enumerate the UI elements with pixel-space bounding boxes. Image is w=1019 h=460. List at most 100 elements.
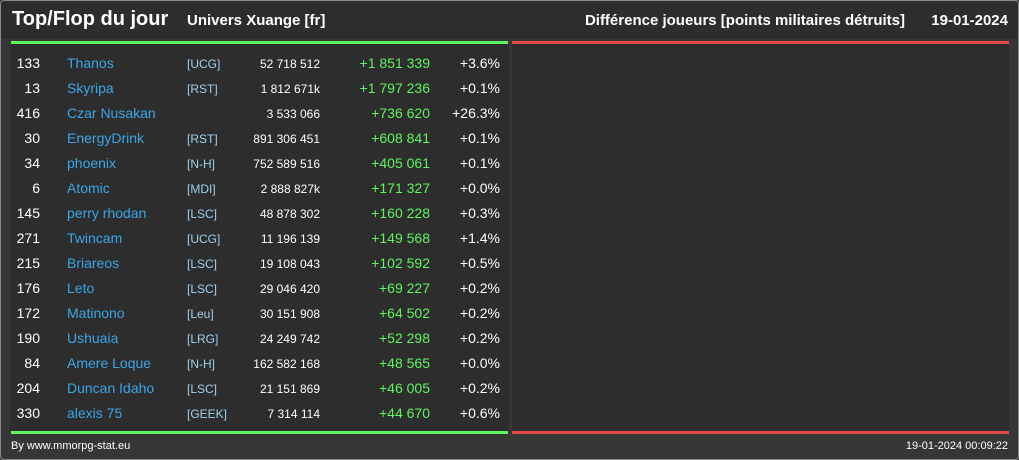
player-name-link[interactable]: Czar Nusakan [67,105,156,121]
player-row: 416 Czar Nusakan 3 533 066 +736 620 +26.… [10,102,509,127]
alliance-tag[interactable]: [N-H] [187,157,215,171]
player-total: 29 046 420 [259,282,320,296]
player-rank: 330 [16,405,40,421]
player-diff: +736 620 [371,105,430,121]
alliance-tag[interactable]: [MDI] [187,182,216,196]
player-name-link[interactable]: alexis 75 [67,405,123,421]
bottom-divider-red [512,431,1009,434]
player-name-link[interactable]: Atomic [67,180,110,196]
player-pct: +0.3% [459,205,500,221]
player-total: 752 589 516 [253,157,320,171]
player-row: 172 Matinono [Leu] 30 151 908 +64 502 +0… [10,302,509,327]
player-pct: +0.2% [459,330,500,346]
player-rank: 13 [24,80,40,96]
player-name-link[interactable]: Twincam [67,230,123,246]
player-total: 3 533 066 [266,107,320,121]
player-pct: +1.4% [459,230,500,246]
player-diff: +171 327 [371,180,430,196]
player-diff: +48 565 [379,355,430,371]
player-rank: 145 [16,205,40,221]
player-total: 30 151 908 [259,307,320,321]
player-total: 162 582 168 [253,357,320,371]
player-row: 13 Skyripa [RST] 1 812 671k +1 797 236 +… [10,77,509,102]
player-rank: 30 [24,130,40,146]
player-total: 2 888 827k [260,182,320,196]
player-name-link[interactable]: Skyripa [67,80,114,96]
alliance-tag[interactable]: [Leu] [187,307,214,321]
player-row: 6 Atomic [MDI] 2 888 827k +171 327 +0.0% [10,177,509,202]
player-row: 133 Thanos [UCG] 52 718 512 +1 851 339 +… [10,52,509,77]
player-rank: 133 [16,55,40,71]
player-row: 30 EnergyDrink [RST] 891 306 451 +608 84… [10,127,509,152]
player-name-link[interactable]: phoenix [67,155,117,171]
player-pct: +0.2% [459,305,500,321]
player-name-link[interactable]: Amere Loque [67,355,152,371]
alliance-tag[interactable]: [LSC] [187,282,218,296]
player-diff: +1 851 339 [359,55,430,71]
player-total: 21 151 869 [259,382,320,396]
player-name-link[interactable]: Briareos [67,255,120,271]
player-pct: +3.6% [459,55,500,71]
player-diff: +405 061 [371,155,430,171]
player-pct: +0.1% [459,155,500,171]
player-diff: +160 228 [371,205,430,221]
player-total: 7 314 114 [267,407,321,421]
alliance-tag[interactable]: [LRG] [187,332,219,346]
alliance-tag[interactable]: [LSC] [187,257,218,271]
player-row: 176 Leto [LSC] 29 046 420 +69 227 +0.2% [10,277,509,302]
player-total: 891 306 451 [253,132,320,146]
player-diff: +608 841 [371,130,430,146]
player-name-link[interactable]: EnergyDrink [67,130,145,146]
player-rank: 416 [16,105,40,121]
player-pct: +26.3% [452,105,500,121]
player-row: 271 Twincam [UCG] 11 196 139 +149 568 +1… [10,227,509,252]
bottom-divider-green [11,431,508,434]
alliance-tag[interactable]: [RST] [187,132,218,146]
top-divider-green [11,41,508,44]
player-row: 190 Ushuaia [LRG] 24 249 742 +52 298 +0.… [10,327,509,352]
alliance-tag[interactable]: [UCG] [187,232,221,246]
alliance-tag[interactable]: [LSC] [187,382,218,396]
alliance-tag[interactable]: [RST] [187,82,218,96]
player-diff: +69 227 [379,280,430,296]
player-pct: +0.0% [459,180,500,196]
site-credit[interactable]: By www.mmorpg-stat.eu [11,440,131,452]
alliance-tag[interactable]: [GEEK] [187,407,228,421]
player-diff: +149 568 [371,230,430,246]
player-rank: 176 [16,280,40,296]
player-diff: +52 298 [379,330,430,346]
top-panel: 133 Thanos [UCG] 52 718 512 +1 851 339 +… [10,44,509,431]
player-total: 1 812 671k [260,82,320,96]
metric-label: Différence joueurs [points militaires dé… [584,12,905,29]
player-diff: +64 502 [379,305,430,321]
player-name-link[interactable]: Matinono [67,305,125,321]
player-rank: 204 [16,380,40,396]
player-name-link[interactable]: Thanos [67,55,114,71]
flop-panel [512,44,1009,431]
player-name-link[interactable]: Ushuaia [67,330,119,346]
player-row: 84 Amere Loque [N-H] 162 582 168 +48 565… [10,352,509,377]
player-name-link[interactable]: perry rhodan [67,205,147,221]
player-pct: +0.2% [459,380,500,396]
player-diff: +1 797 236 [359,80,430,96]
alliance-tag[interactable]: [N-H] [187,357,215,371]
player-total: 19 108 043 [259,257,320,271]
player-diff: +44 670 [379,405,430,421]
alliance-tag[interactable]: [UCG] [187,57,221,71]
player-pct: +0.5% [459,255,500,271]
top-list: 133 Thanos [UCG] 52 718 512 +1 851 339 +… [10,52,509,427]
player-diff: +102 592 [371,255,430,271]
header-bar: Top/Flop du jour Univers Xuange [fr] Dif… [1,1,1018,39]
player-name-link[interactable]: Duncan Idaho [67,380,155,396]
player-pct: +0.2% [459,280,500,296]
player-row: 34 phoenix [N-H] 752 589 516 +405 061 +0… [10,152,509,177]
player-pct: +0.1% [459,80,500,96]
page-title: Top/Flop du jour [12,8,169,30]
player-rank: 271 [16,230,40,246]
player-name-link[interactable]: Leto [67,280,95,296]
alliance-tag[interactable]: [LSC] [187,207,218,221]
player-total: 11 196 139 [260,232,320,246]
player-rank: 215 [16,255,40,271]
player-rank: 172 [16,305,40,321]
